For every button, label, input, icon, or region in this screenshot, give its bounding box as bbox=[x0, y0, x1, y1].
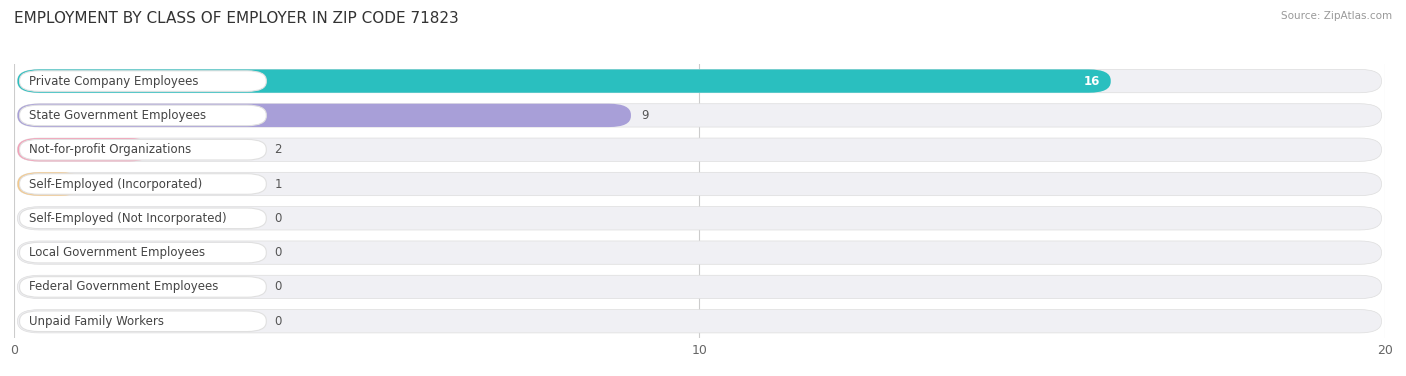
FancyBboxPatch shape bbox=[17, 70, 1382, 93]
FancyBboxPatch shape bbox=[17, 275, 1382, 299]
Text: 0: 0 bbox=[274, 315, 281, 328]
FancyBboxPatch shape bbox=[20, 208, 266, 229]
FancyBboxPatch shape bbox=[20, 243, 266, 263]
Text: 2: 2 bbox=[274, 143, 283, 156]
Text: Private Company Employees: Private Company Employees bbox=[30, 74, 198, 88]
Text: Self-Employed (Incorporated): Self-Employed (Incorporated) bbox=[30, 177, 202, 191]
Text: 0: 0 bbox=[274, 246, 281, 259]
Text: State Government Employees: State Government Employees bbox=[30, 109, 207, 122]
FancyBboxPatch shape bbox=[17, 172, 83, 196]
FancyBboxPatch shape bbox=[20, 139, 266, 160]
Text: EMPLOYMENT BY CLASS OF EMPLOYER IN ZIP CODE 71823: EMPLOYMENT BY CLASS OF EMPLOYER IN ZIP C… bbox=[14, 11, 458, 26]
FancyBboxPatch shape bbox=[17, 172, 1382, 196]
FancyBboxPatch shape bbox=[17, 309, 1382, 333]
Text: Local Government Employees: Local Government Employees bbox=[30, 246, 205, 259]
Text: Self-Employed (Not Incorporated): Self-Employed (Not Incorporated) bbox=[30, 212, 226, 225]
FancyBboxPatch shape bbox=[17, 138, 152, 161]
Text: Source: ZipAtlas.com: Source: ZipAtlas.com bbox=[1281, 11, 1392, 21]
FancyBboxPatch shape bbox=[20, 105, 266, 126]
Text: Not-for-profit Organizations: Not-for-profit Organizations bbox=[30, 143, 191, 156]
Text: 0: 0 bbox=[274, 280, 281, 293]
FancyBboxPatch shape bbox=[17, 138, 1382, 161]
FancyBboxPatch shape bbox=[17, 70, 1111, 93]
FancyBboxPatch shape bbox=[17, 104, 631, 127]
FancyBboxPatch shape bbox=[20, 174, 266, 194]
FancyBboxPatch shape bbox=[17, 207, 1382, 230]
Text: 0: 0 bbox=[274, 212, 281, 225]
Text: 16: 16 bbox=[1084, 74, 1101, 88]
FancyBboxPatch shape bbox=[17, 104, 1382, 127]
FancyBboxPatch shape bbox=[20, 277, 266, 297]
FancyBboxPatch shape bbox=[17, 241, 1382, 264]
Text: Unpaid Family Workers: Unpaid Family Workers bbox=[30, 315, 165, 328]
Text: Federal Government Employees: Federal Government Employees bbox=[30, 280, 218, 293]
Text: 9: 9 bbox=[641, 109, 648, 122]
FancyBboxPatch shape bbox=[20, 71, 266, 91]
Text: 1: 1 bbox=[274, 177, 283, 191]
FancyBboxPatch shape bbox=[20, 311, 266, 332]
